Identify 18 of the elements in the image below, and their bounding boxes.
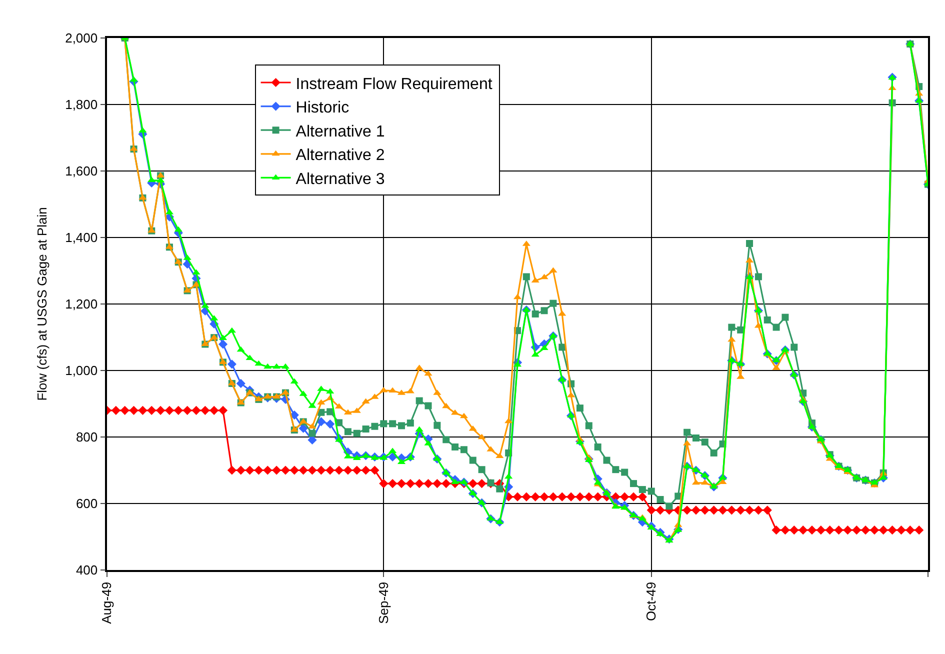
y-tick-label: 1,400	[65, 230, 98, 246]
legend-label: Instream Flow Requirement	[296, 76, 493, 93]
y-tick-label: 800	[76, 430, 98, 445]
y-tick-label: 1,600	[65, 164, 98, 179]
y-tick-label: 2,000	[65, 30, 98, 46]
y-tick-label: 1,000	[65, 363, 98, 378]
legend-label: Historic	[296, 100, 350, 117]
legend-label: Alternative 3	[296, 170, 385, 188]
legend-label: Alternative 1	[296, 123, 385, 140]
x-tick-label: Sep-49	[376, 582, 391, 624]
legend-label: Alternative 2	[296, 147, 385, 164]
x-tick-label: Oct-49	[644, 582, 659, 621]
x-tick-label: Aug-49	[99, 582, 114, 624]
y-tick-label: 600	[76, 496, 98, 512]
y-tick-label: 1,200	[65, 296, 98, 312]
y-axis-title: Flow (cfs) at USGS Gage at Plain	[34, 207, 50, 401]
y-tick-label: 1,800	[65, 97, 98, 112]
y-tick-label: 400	[76, 562, 98, 578]
